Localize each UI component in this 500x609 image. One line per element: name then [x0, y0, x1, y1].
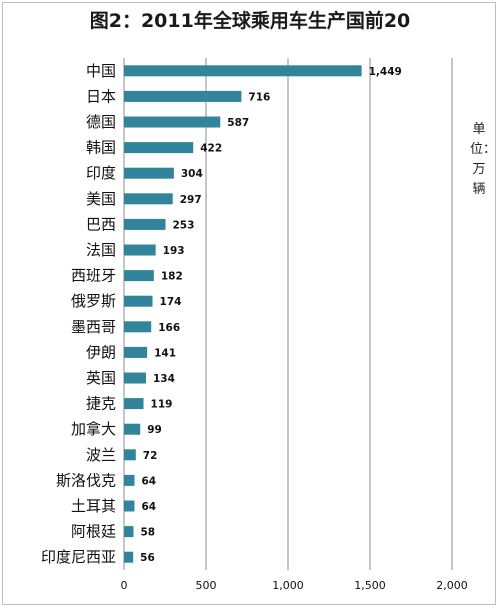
data-label: 166	[158, 322, 180, 334]
category-label: 印度	[86, 164, 116, 182]
bar	[124, 526, 134, 538]
bar	[124, 142, 194, 154]
bar	[124, 449, 136, 461]
bar	[124, 270, 154, 282]
x-tick-label: 2,000	[436, 579, 468, 592]
category-label: 法国	[86, 241, 116, 259]
bar	[124, 193, 173, 205]
data-label: 64	[141, 475, 156, 487]
data-label: 182	[161, 271, 183, 283]
data-label: 141	[154, 347, 176, 359]
category-label: 波兰	[86, 446, 116, 464]
bar	[124, 346, 148, 358]
bar	[124, 295, 153, 307]
data-label: 58	[141, 527, 156, 539]
category-label: 中国	[86, 62, 116, 80]
category-label: 德国	[86, 113, 116, 131]
category-label: 斯洛伐克	[56, 471, 116, 489]
category-label: 捷克	[86, 395, 116, 413]
bar	[124, 244, 156, 256]
data-label: 134	[153, 373, 175, 385]
category-label: 英国	[86, 369, 116, 387]
category-label: 墨西哥	[71, 318, 116, 336]
x-tick-label: 0	[121, 579, 128, 592]
category-label: 土耳其	[71, 497, 116, 515]
category-label: 西班牙	[71, 267, 116, 285]
bar	[124, 65, 362, 77]
category-label: 日本	[86, 87, 116, 105]
x-tick-label: 1,500	[354, 579, 386, 592]
category-label: 阿根廷	[71, 523, 116, 541]
data-label: 56	[140, 552, 155, 564]
bar	[124, 321, 152, 333]
category-label: 美国	[86, 190, 116, 208]
x-tick-label: 500	[196, 579, 217, 592]
data-label: 253	[172, 219, 194, 231]
data-label: 99	[147, 424, 162, 436]
category-label: 加拿大	[71, 420, 116, 438]
category-label: 巴西	[86, 215, 116, 233]
bar	[124, 474, 135, 486]
bar	[124, 167, 174, 179]
data-label: 587	[227, 117, 249, 129]
category-label: 伊朗	[86, 343, 116, 361]
category-label: 俄罗斯	[71, 292, 116, 310]
data-label: 716	[248, 91, 270, 103]
data-label: 119	[151, 399, 173, 411]
data-label: 304	[181, 168, 203, 180]
bar	[124, 90, 242, 102]
chart-frame	[2, 2, 496, 605]
data-label: 193	[163, 245, 185, 257]
data-label: 64	[141, 501, 156, 513]
data-label: 1,449	[369, 66, 402, 78]
bar	[124, 372, 146, 384]
data-label: 297	[180, 194, 202, 206]
bar	[124, 398, 144, 410]
x-tick-label: 1,000	[272, 579, 304, 592]
bar	[124, 218, 166, 230]
chart-title: 图2：2011年全球乘用车生产国前20	[89, 10, 411, 32]
bar	[124, 423, 141, 435]
category-label: 印度尼西亚	[41, 548, 116, 566]
data-label: 174	[160, 296, 182, 308]
bar	[124, 551, 134, 563]
data-label: 72	[143, 450, 158, 462]
bar	[124, 500, 135, 512]
bar	[124, 116, 221, 128]
category-label: 韩国	[86, 139, 116, 157]
data-label: 422	[200, 143, 222, 155]
